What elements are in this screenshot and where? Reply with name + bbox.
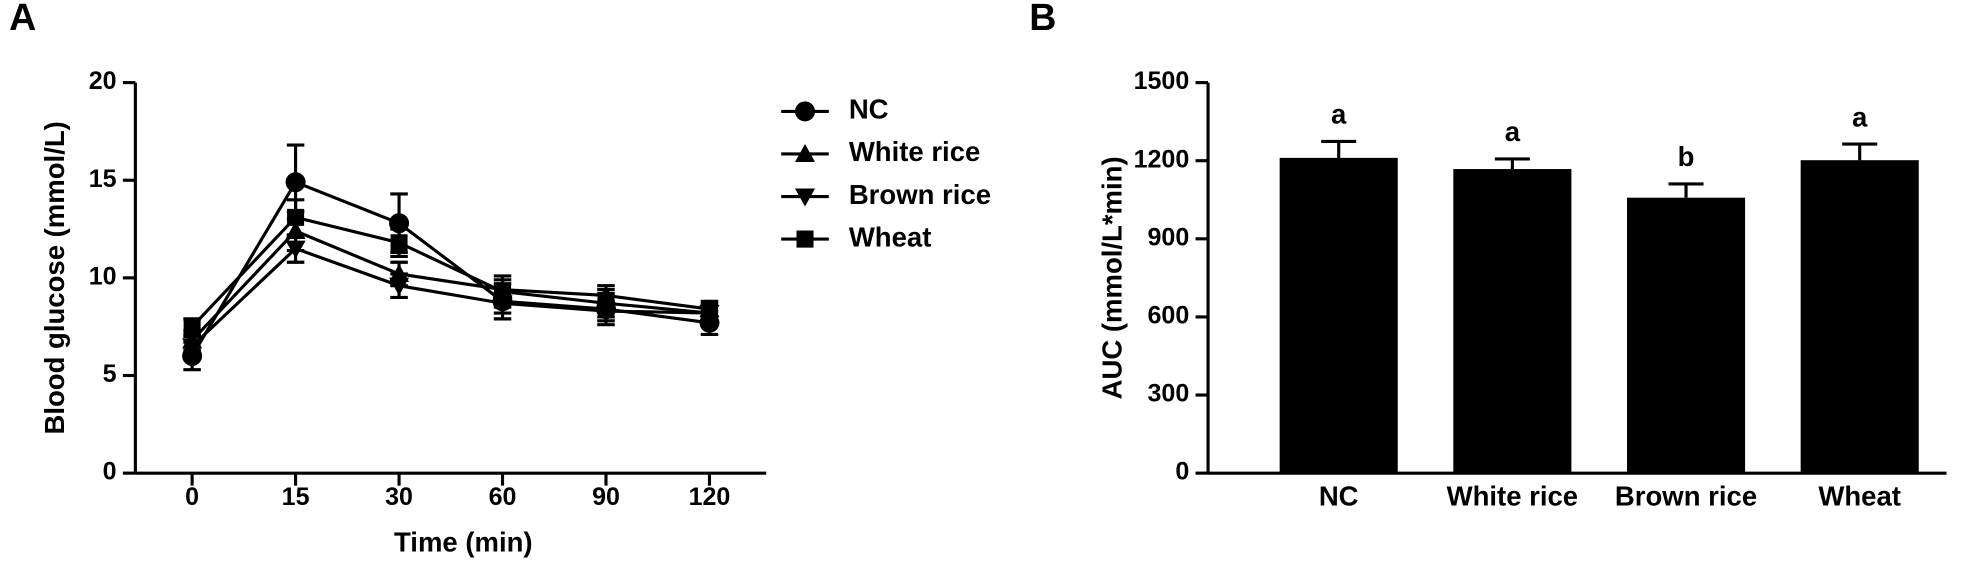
marker [390, 234, 408, 252]
x-tick-label: White rice [1447, 480, 1578, 511]
series-line [190, 180, 710, 357]
legend-label: Brown rice [849, 179, 991, 210]
marker [285, 240, 306, 259]
marker [285, 172, 306, 193]
marker [287, 208, 305, 226]
y-tick-label: 0 [103, 458, 117, 486]
x-tick-label: NC [1319, 480, 1359, 511]
y-tick-label: 10 [89, 262, 117, 290]
y-tick-label: 900 [1148, 223, 1190, 251]
y-tick-label: 0 [1175, 458, 1189, 486]
y-tick-label: 20 [89, 67, 117, 95]
y-axis-title: AUC (mmol/L*min) [1096, 156, 1127, 399]
annotation: b [1678, 141, 1695, 172]
x-tick-label: Wheat [1818, 480, 1901, 511]
x-axis-title: Time (min) [394, 527, 533, 558]
bar [1626, 197, 1746, 474]
marker [389, 277, 410, 296]
annotation: a [1852, 101, 1868, 132]
error-bar [1842, 142, 1878, 161]
y-tick-label: 5 [103, 360, 117, 388]
series-line [191, 246, 710, 348]
series-line [190, 215, 710, 328]
legend-label: NC [849, 94, 889, 125]
annotation: a [1505, 116, 1521, 147]
y-tick-label: 600 [1148, 302, 1190, 330]
legend-marker [796, 230, 814, 248]
panel-label: A [9, 0, 36, 38]
series-line [190, 229, 710, 342]
x-tick-label: 120 [689, 483, 731, 511]
bar [1800, 160, 1919, 474]
error-bar [1668, 182, 1704, 198]
x-tick-label: 30 [385, 483, 413, 511]
error-bar [1321, 139, 1357, 158]
legend-marker [795, 143, 816, 162]
marker [494, 283, 512, 301]
marker [182, 338, 203, 357]
marker [700, 304, 718, 322]
x-tick-label: 90 [592, 483, 620, 511]
legend-label: White rice [849, 136, 981, 167]
y-tick-label: 1200 [1134, 145, 1190, 173]
legend-label: Wheat [849, 221, 932, 252]
panel-label: B [1029, 0, 1056, 38]
legend-marker [795, 101, 816, 122]
annotation: a [1331, 99, 1347, 130]
x-tick-label: 0 [185, 483, 199, 511]
legend-marker [795, 188, 816, 207]
marker [183, 318, 201, 336]
y-axis-title: Blood glucose (mmol/L) [39, 121, 70, 434]
y-tick-label: 300 [1148, 380, 1190, 408]
x-tick-label: 15 [282, 483, 310, 511]
y-tick-label: 1500 [1134, 67, 1190, 95]
marker [597, 294, 615, 312]
x-tick-label: Brown rice [1615, 480, 1757, 511]
y-tick-label: 15 [89, 165, 117, 193]
bar [1279, 157, 1398, 474]
x-tick-label: 60 [489, 483, 517, 511]
error-bar [1494, 157, 1530, 170]
bar [1453, 169, 1572, 474]
